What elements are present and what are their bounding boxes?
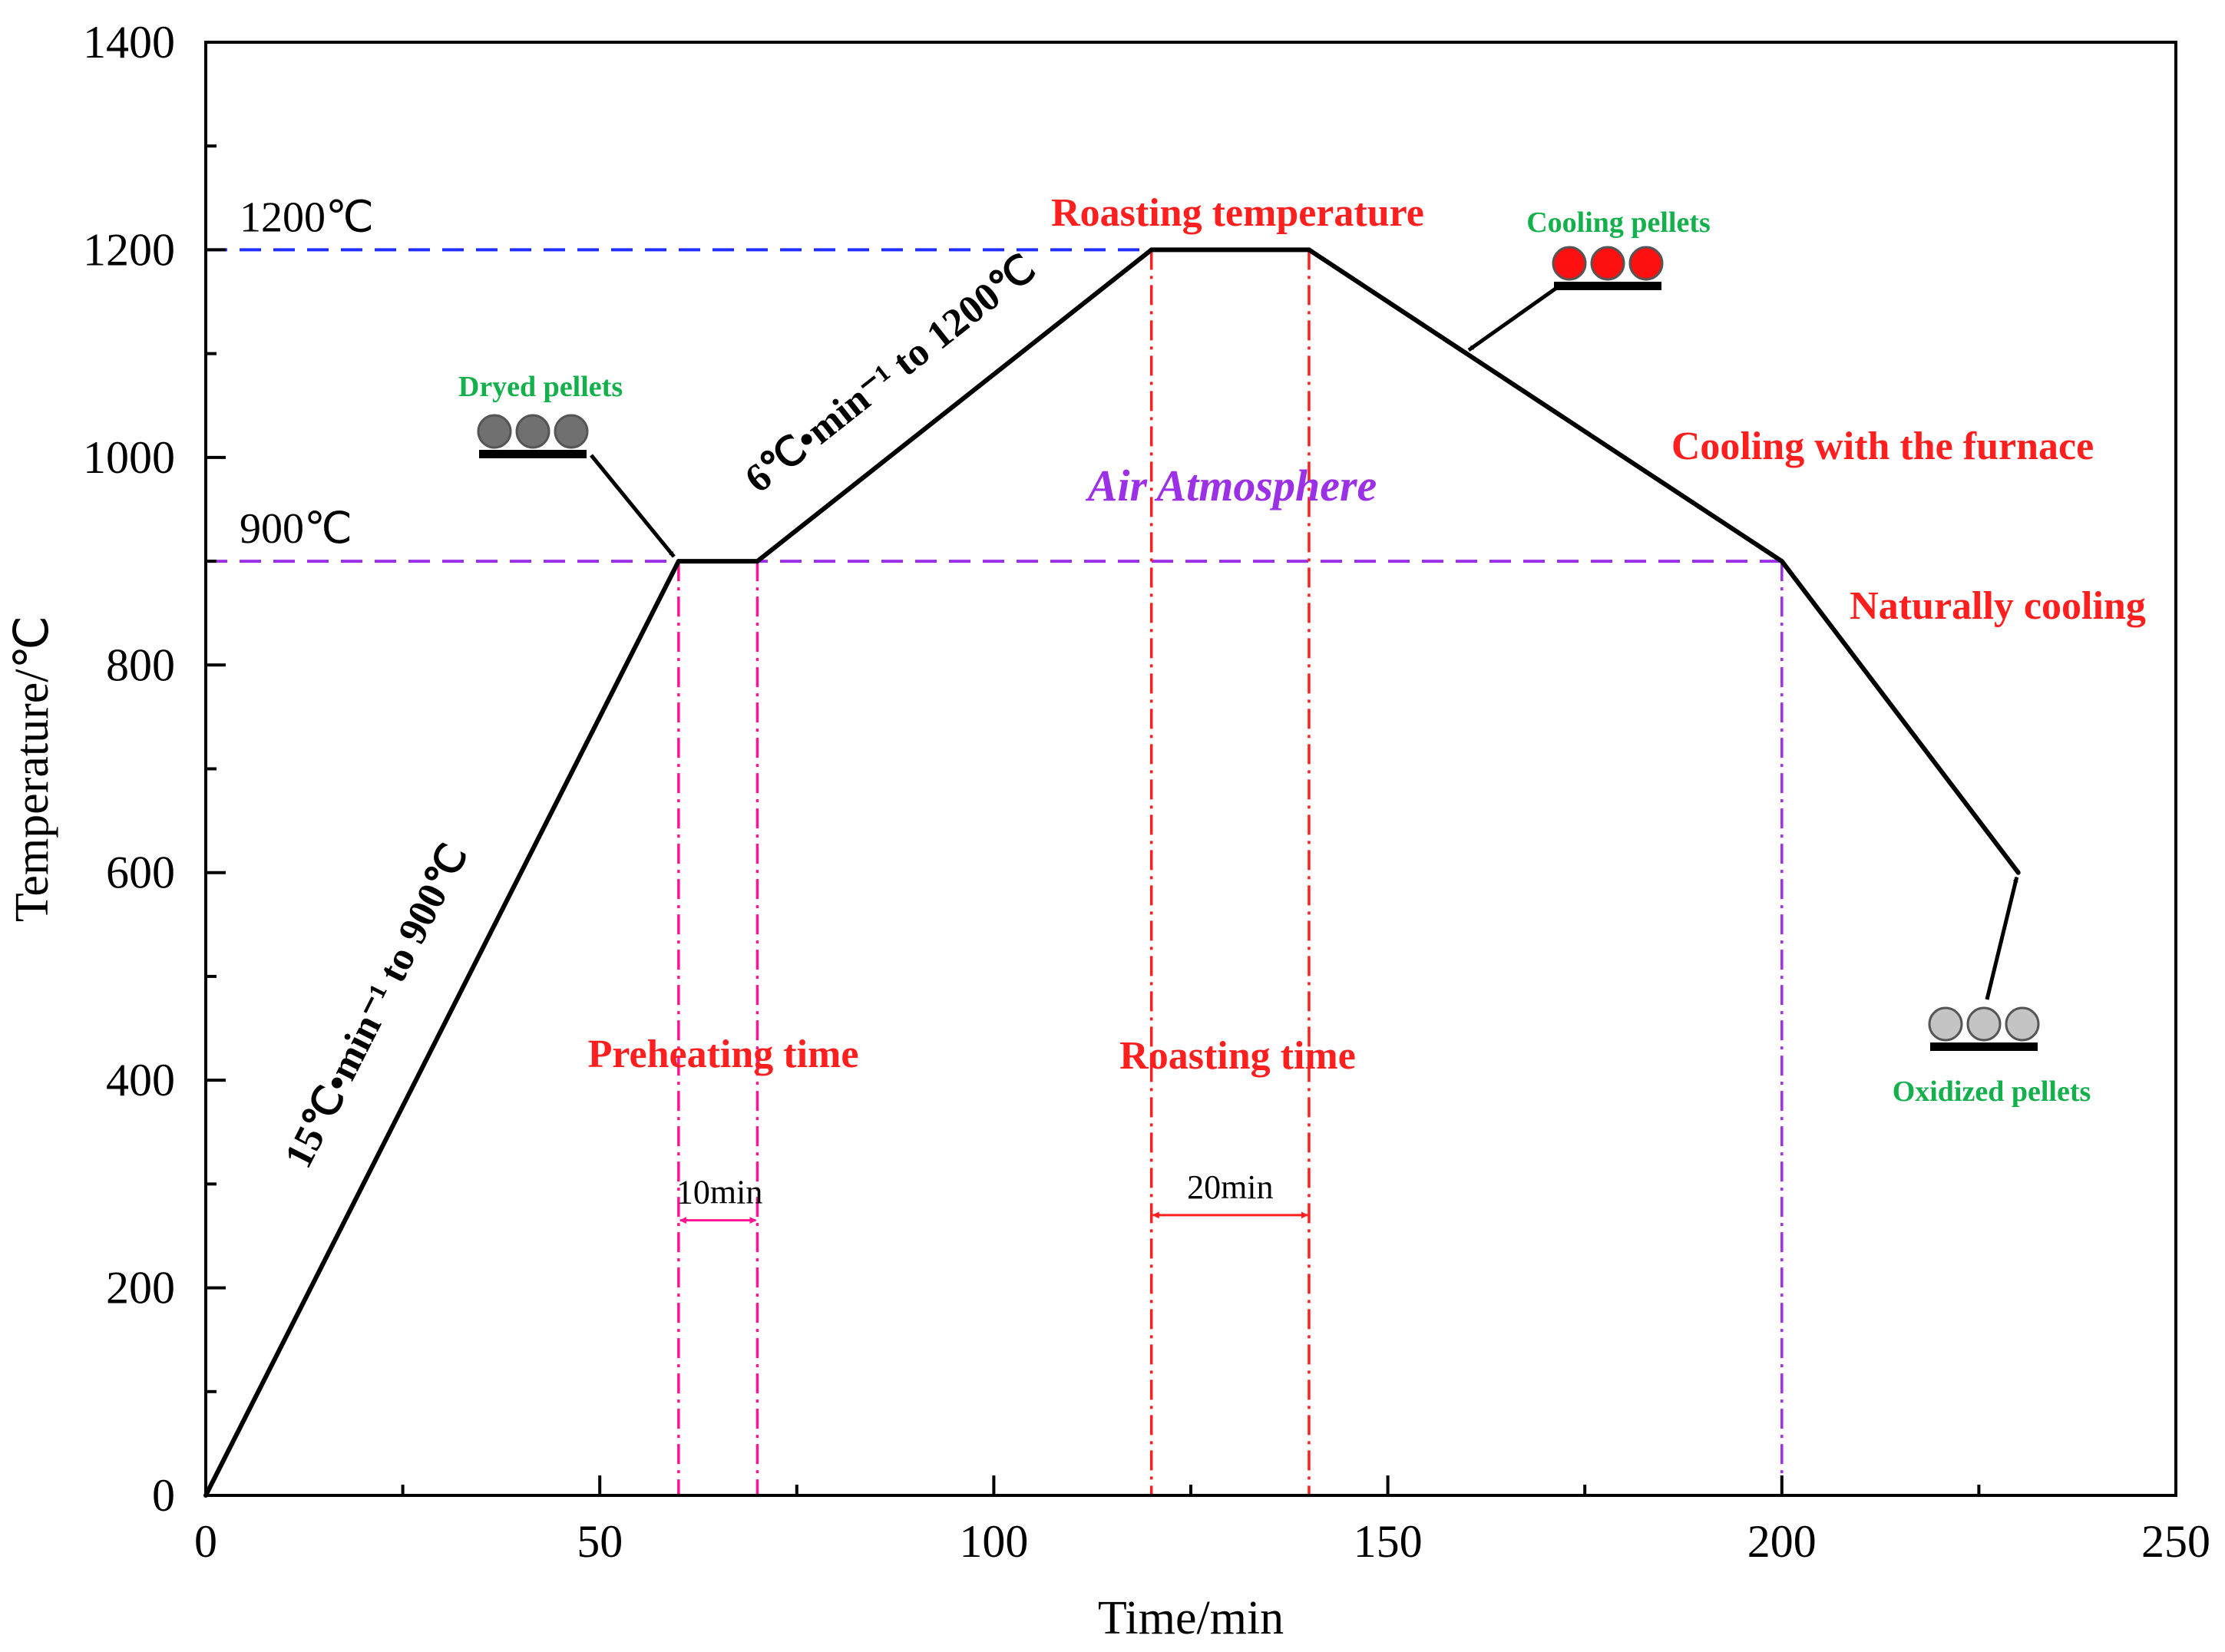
oxidized-pellets-label: Oxidized pellets <box>1893 1075 2091 1108</box>
series-point <box>1306 247 1311 253</box>
series-point <box>203 1493 208 1498</box>
heating-rate-1-label: 15℃•min⁻¹ to 900℃ <box>276 838 476 1175</box>
plot-frame <box>204 41 2177 1497</box>
y-axis-title: Temperature/℃ <box>6 616 58 922</box>
roast-duration-label: 20min <box>1187 1168 1273 1206</box>
x-tick-label: 200 <box>1747 1516 1817 1567</box>
series-point <box>755 559 760 564</box>
x-tick-label: 150 <box>1354 1516 1423 1567</box>
dryed-pellet-ball <box>554 414 589 449</box>
cooling-pellets-icon <box>1552 246 1664 290</box>
dryed-pellet-ball <box>515 414 550 449</box>
oxidized-pellet-base <box>1930 1042 2038 1051</box>
air-atmosphere-label: Air Atmosphere <box>1086 461 1377 510</box>
y-tick-label: 800 <box>106 639 175 690</box>
roasting-time-label: Roasting time <box>1119 1034 1356 1078</box>
preheat-duration-label: 10min <box>676 1174 762 1211</box>
vertical-markers <box>677 249 1784 1495</box>
axis-ticks: 0 50 100 150 200 250 0 200 400 600 800 1000 1200 1400 <box>83 17 2210 1567</box>
y-tick-label: 600 <box>106 847 175 898</box>
x-tick-label: 0 <box>194 1516 217 1567</box>
cooling-furnace-label: Cooling with the furnace <box>1671 425 2094 468</box>
oxidized-pellet-ball <box>1928 1006 1963 1042</box>
series-point <box>2015 870 2021 875</box>
y-tick-label: 1200 <box>83 224 175 275</box>
x-axis-title: Time/min <box>1098 1592 1284 1644</box>
cooling-pellet-ball <box>1628 246 1664 281</box>
cooling-pellets-pointer <box>1467 286 1557 352</box>
cooling-pellet-ball <box>1590 246 1625 281</box>
cooling-pellet-base <box>1554 282 1661 290</box>
dryed-pellets-icon <box>477 414 589 458</box>
cooling-pellets-label: Cooling pellets <box>1526 206 1711 239</box>
series-points <box>203 247 2021 1498</box>
reference-label-900: 900℃ <box>240 505 352 553</box>
oxidized-pellets-pointer <box>1985 877 2019 1000</box>
y-tick-label: 1400 <box>83 17 175 68</box>
oxidized-pellet-ball <box>1966 1006 2002 1042</box>
series-point <box>1779 559 1784 564</box>
dryed-pellets-pointer <box>590 454 676 558</box>
cooling-pellet-ball <box>1552 246 1587 281</box>
series-point <box>676 559 681 564</box>
roasting-temperature-label: Roasting temperature <box>1051 191 1424 235</box>
y-tick-label: 200 <box>106 1263 175 1313</box>
oxidized-pellets-icon <box>1928 1006 2040 1051</box>
preheating-time-label: Preheating time <box>588 1032 859 1076</box>
y-tick-label: 1000 <box>83 432 175 483</box>
reference-label-1200: 1200℃ <box>240 193 374 241</box>
x-tick-label: 250 <box>2141 1516 2210 1567</box>
x-tick-label: 100 <box>959 1516 1028 1567</box>
y-tick-label: 0 <box>152 1470 175 1521</box>
dryed-pellet-base <box>479 450 587 458</box>
x-tick-label: 50 <box>577 1516 623 1567</box>
naturally-cooling-label: Naturally cooling <box>1850 584 2146 628</box>
y-tick-label: 400 <box>106 1055 175 1105</box>
series-point <box>1149 247 1154 253</box>
oxidized-pellet-ball <box>2005 1006 2040 1042</box>
dryed-pellet-ball <box>477 414 512 449</box>
dryed-pellets-label: Dryed pellets <box>458 371 623 403</box>
